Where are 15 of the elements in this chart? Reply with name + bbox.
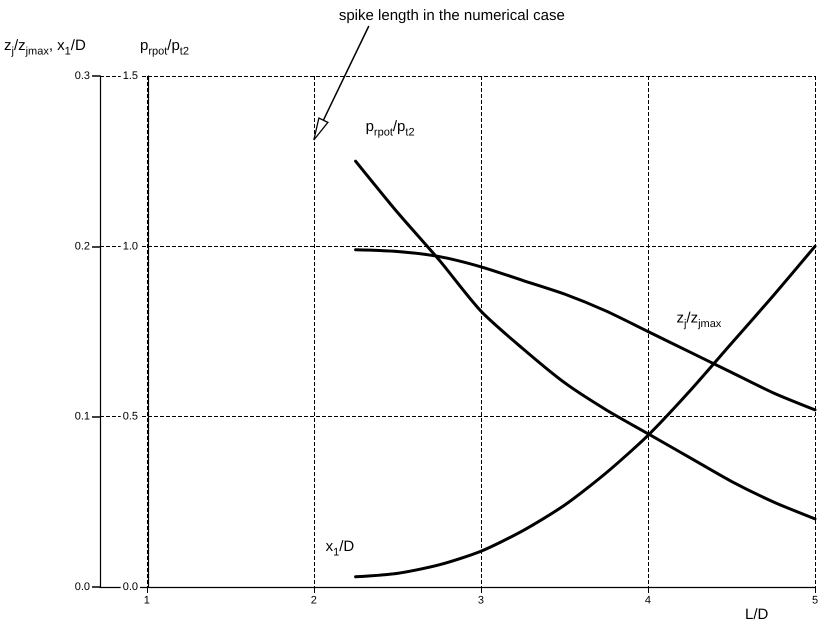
x-tick-label: 3 [478, 594, 484, 606]
x-tick-label: 2 [310, 594, 317, 606]
y2-tick-label: 0.5 [122, 410, 138, 423]
y2-tick-label: 1.5 [122, 70, 138, 82]
y-tick-label: 0.1 [74, 410, 90, 423]
y-tick-label: 0.0 [74, 581, 90, 593]
x-tick-label: 4 [644, 594, 652, 606]
x-tick-label: 5 [812, 594, 818, 606]
y2-tick-label: 1.0 [122, 240, 138, 252]
text: spike length in the numerical case [338, 7, 565, 24]
x-axis-title: L/D [745, 606, 769, 623]
y2-tick-label: 0.0 [122, 581, 138, 593]
y-tick-label: 0.3 [74, 70, 90, 82]
x-tick-label: 1 [144, 594, 150, 606]
y-tick-label: 0.2 [74, 240, 90, 252]
